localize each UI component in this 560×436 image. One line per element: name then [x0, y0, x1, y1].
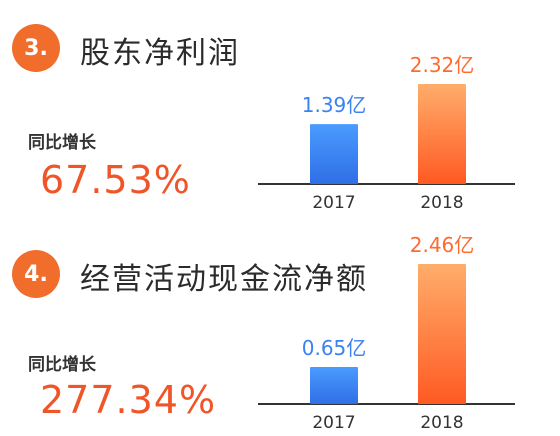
- section-title: 股东净利润: [80, 36, 240, 71]
- bar-2017: [310, 124, 358, 184]
- section-number-badge: 4.: [12, 250, 60, 298]
- growth-label: 同比增长: [28, 355, 96, 375]
- data-label: 2.32亿: [410, 53, 475, 77]
- data-label: 2.46亿: [410, 233, 475, 257]
- bar-chart: 0.65亿 2017 2.46亿 2018: [258, 233, 515, 433]
- bar-2017: [310, 367, 358, 404]
- x-tick-label: 2018: [420, 193, 463, 213]
- bar-2018: [418, 84, 466, 184]
- section-title: 经营活动现金流净额: [80, 262, 368, 297]
- growth-value: 277.34%: [40, 378, 217, 422]
- section-number-badge: 3.: [12, 24, 60, 72]
- data-label: 0.65亿: [302, 336, 367, 360]
- growth-value: 67.53%: [40, 158, 191, 202]
- bar-chart: 1.39亿 2017 2.32亿 2018: [258, 53, 515, 213]
- section-operating-cash-flow: 4. 经营活动现金流净额 同比增长 277.34% 0.65亿 2017 2.46亿…: [0, 218, 560, 436]
- section-net-profit: 3. 股东净利润 同比增长 67.53% 1.39亿 2017 2.32亿 2018: [12, 24, 515, 213]
- x-tick-label: 2017: [312, 193, 355, 213]
- x-tick-label: 2017: [312, 413, 355, 433]
- data-label: 1.39亿: [302, 93, 367, 117]
- growth-label: 同比增长: [28, 133, 96, 153]
- bar-2018: [418, 264, 466, 404]
- x-tick-label: 2018: [420, 413, 463, 433]
